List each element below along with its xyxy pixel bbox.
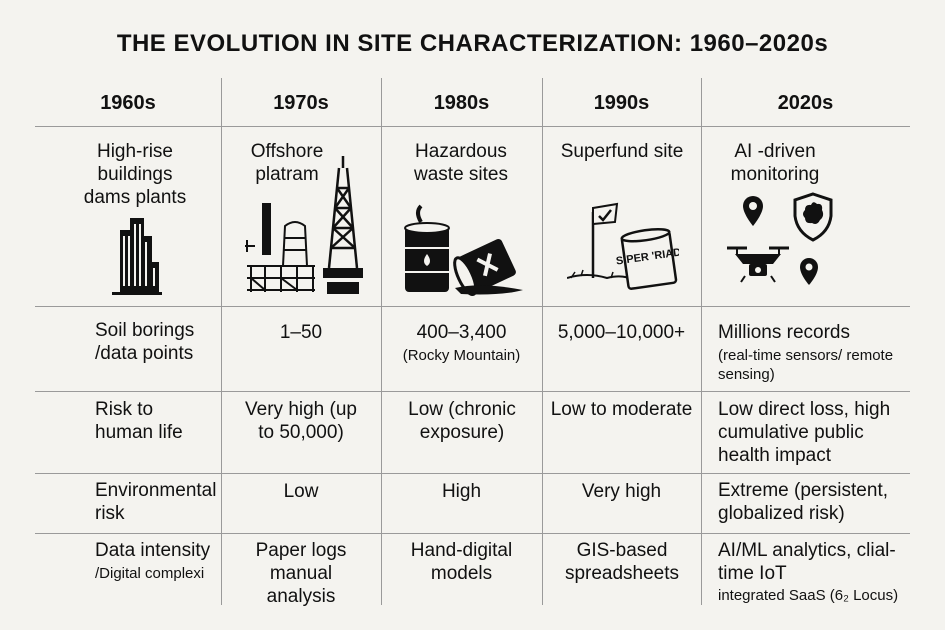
- env-risk-1970s: Low: [283, 481, 319, 502]
- evolution-table: 1960s 1970s 1980s 1990s 2020s High-rise …: [35, 78, 910, 607]
- header-1970s: 1970s: [273, 92, 329, 114]
- location-pin-icon: [800, 258, 818, 285]
- env-risk-1980s: High: [441, 481, 482, 502]
- header-2020s: 2020s: [777, 92, 834, 114]
- row-label-risk-to-human-life: Risk to human life: [95, 399, 183, 443]
- risk-life-1970s: Very high (up to 50,000): [245, 399, 357, 443]
- data-intensity-2020s: AI/ML analytics, clial-time IoT: [718, 540, 896, 584]
- project-type-1960s: High-rise buildings dams plants: [83, 141, 187, 208]
- data-intensity-1980s: Hand-digital models: [410, 540, 513, 584]
- soil-borings-1970s: 1–50: [279, 322, 323, 343]
- row-divider: [35, 391, 910, 392]
- project-type-2020s: AI -driven monitoring: [730, 141, 820, 185]
- risk-life-1980s: Low (chronic exposure): [408, 399, 516, 443]
- header-1980s: 1980s: [433, 92, 490, 114]
- high-rise-buildings-icon: [112, 218, 162, 295]
- risk-life-2020s: Low direct loss, high cumulative public …: [718, 399, 891, 466]
- data-intensity-1970s: Paper logs manual analysis: [255, 540, 347, 607]
- soil-borings-1990s: 5,000–10,000+: [557, 322, 686, 343]
- page-title: THE EVOLUTION IN SITE CHARACTERIZATION: …: [116, 30, 829, 57]
- row-label-environmental-risk: Environmental risk: [95, 480, 217, 524]
- row-divider: [35, 473, 910, 474]
- project-type-1970s: Offshore platram: [250, 141, 324, 185]
- shield-brain-icon: [793, 192, 833, 242]
- data-intensity-1990s: GIS-based spreadsheets: [564, 540, 680, 584]
- offshore-platform-icon: [245, 156, 363, 294]
- ai-monitoring-icon: [727, 192, 833, 285]
- soil-borings-1980s: 400–3,400: [416, 322, 507, 343]
- header-1960s: 1960s: [100, 92, 156, 114]
- soil-borings-1980s-note: (Rocky Mountain): [402, 347, 521, 364]
- row-label-data-intensity: Data intensity: [95, 540, 211, 561]
- risk-life-1990s: Low to moderate: [550, 399, 693, 420]
- column-divider: [381, 78, 382, 605]
- superfund-site-icon: SIPER 'RIAD: [567, 202, 679, 290]
- toxic-barrels-icon: [404, 204, 523, 297]
- location-pin-icon: [743, 196, 763, 226]
- env-risk-1990s: Very high: [581, 481, 662, 502]
- row-divider: [35, 533, 910, 534]
- env-risk-2020s: Extreme (persistent, globalized risk): [718, 480, 888, 524]
- column-divider: [221, 78, 222, 605]
- data-intensity-2020s-note: integrated SaaS (6₂ Locus): [718, 587, 899, 604]
- row-divider: [35, 306, 910, 307]
- column-divider: [542, 78, 543, 605]
- column-divider: [701, 78, 702, 605]
- header-1990s: 1990s: [593, 92, 650, 114]
- row-label-data-intensity-note: /Digital complexi: [95, 565, 205, 582]
- soil-borings-2020s-note: (real-time sensors/ remote sensing): [718, 347, 894, 383]
- row-divider: [35, 126, 910, 127]
- soil-borings-2020s: Millions records: [718, 322, 850, 343]
- project-type-1990s: Superfund site: [560, 141, 684, 162]
- row-label-soil-borings: Soil borings /data points: [95, 320, 195, 364]
- drone-icon: [735, 254, 781, 264]
- project-type-1980s: Hazardous waste sites: [414, 141, 508, 185]
